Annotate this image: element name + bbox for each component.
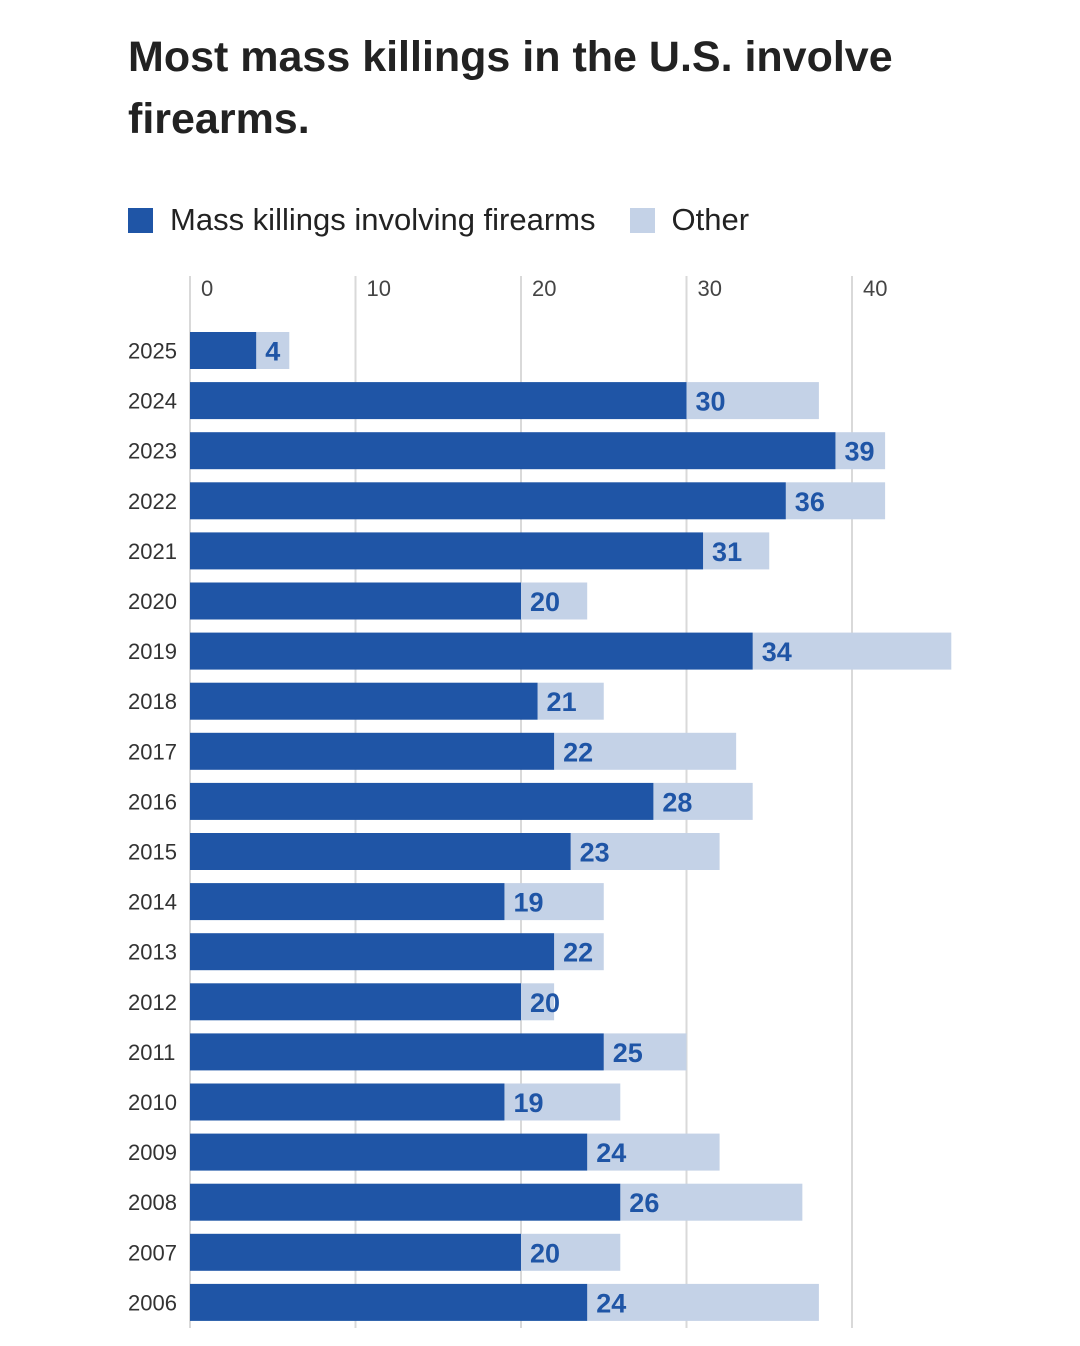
y-tick-label-2009: 2009 [128,1140,177,1165]
data-label-2022: 36 [795,487,825,517]
y-tick-label-2022: 2022 [128,489,177,514]
y-tick-label-2021: 2021 [128,539,177,564]
data-label-2006: 24 [596,1288,626,1318]
y-tick-label-2013: 2013 [128,940,177,965]
bar-other-2012 [521,983,555,1021]
data-label-2010: 19 [513,1088,543,1118]
bar-other-2020 [521,582,588,620]
y-tick-label-2011: 2011 [128,1040,175,1065]
legend-swatch-other [629,207,655,233]
bar-other-2013 [554,933,604,971]
y-tick-label-2006: 2006 [128,1290,177,1315]
bar-other-2010 [504,1083,621,1121]
data-label-2019: 34 [762,637,792,667]
data-label-2024: 30 [696,387,726,417]
y-tick-label-2007: 2007 [128,1240,177,1265]
bar-other-2022 [785,482,886,520]
y-tick-label-2008: 2008 [128,1190,177,1215]
y-tick-label-2017: 2017 [128,739,177,764]
y-tick-label-2016: 2016 [128,789,177,814]
bar-firearms-2023 [190,432,836,470]
bar-firearms-2006 [190,1283,588,1321]
bar-firearms-2022 [190,482,786,520]
legend-label-other: Other [671,202,750,237]
y-tick-label-2025: 2025 [128,339,177,364]
bar-firearms-2011 [190,1033,604,1071]
legend-item-firearms: Mass killings involving firearms [128,202,596,238]
x-tick-label-30: 30 [698,276,722,301]
bar-other-2018 [537,682,604,720]
x-tick-label-0: 0 [201,276,213,301]
bar-other-2008 [620,1183,803,1221]
bar-firearms-2016 [190,782,654,820]
data-label-2012: 20 [530,988,560,1018]
legend-swatch-firearms [128,207,153,233]
bar-firearms-2017 [190,732,555,770]
data-label-2023: 39 [844,437,874,467]
bar-other-2019 [752,632,952,670]
bar-other-2024 [686,382,819,420]
bar-firearms-2009 [190,1133,588,1171]
bar-firearms-2014 [190,883,505,921]
legend: Mass killings involving firearms Other [128,198,783,242]
bar-other-2011 [603,1033,687,1071]
data-label-2008: 26 [629,1188,659,1218]
y-tick-label-2018: 2018 [128,689,177,714]
bar-firearms-2012 [190,983,521,1021]
data-label-2013: 22 [563,938,593,968]
data-label-2017: 22 [563,737,593,767]
y-tick-label-2023: 2023 [128,439,177,464]
bar-firearms-2019 [190,632,753,670]
y-tick-label-2020: 2020 [128,589,177,614]
data-label-2007: 20 [530,1238,560,1268]
bar-firearms-2010 [190,1083,505,1121]
bar-other-2009 [587,1133,720,1171]
bar-firearms-2020 [190,582,521,620]
bar-other-2014 [504,883,604,921]
data-label-2021: 31 [712,537,742,567]
bar-firearms-2025 [190,332,257,369]
bar-other-2007 [521,1233,621,1271]
bar-firearms-2007 [190,1233,521,1271]
bar-other-2025 [256,332,290,369]
bar-firearms-2013 [190,933,555,971]
bar-other-2015 [570,833,720,870]
y-tick-label-2014: 2014 [128,890,177,915]
y-tick-label-2024: 2024 [128,389,177,414]
bar-firearms-2015 [190,833,571,870]
legend-item-other: Other [629,202,750,238]
bar-other-2021 [703,532,770,570]
bar-firearms-2024 [190,382,687,420]
data-label-2025: 4 [265,337,280,367]
bar-other-2016 [653,782,753,820]
data-label-2020: 20 [530,587,560,617]
bar-firearms-2008 [190,1183,621,1221]
y-tick-label-2015: 2015 [128,840,177,865]
bar-other-2006 [587,1283,819,1321]
data-label-2018: 21 [547,687,577,717]
y-tick-label-2010: 2010 [128,1090,177,1115]
y-tick-label-2012: 2012 [128,990,177,1015]
x-tick-label-40: 40 [863,276,887,301]
bar-other-2023 [835,432,886,470]
x-tick-label-20: 20 [532,276,556,301]
x-tick-label-10: 10 [367,276,391,301]
data-label-2016: 28 [662,787,692,817]
chart-title: Most mass killings in the U.S. involve f… [128,33,893,143]
y-tick-label-2019: 2019 [128,639,177,664]
data-label-2011: 25 [613,1038,643,1068]
data-label-2015: 23 [580,838,610,868]
bar-firearms-2021 [190,532,704,570]
bar-other-2017 [554,732,737,770]
legend-label-firearms: Mass killings involving firearms [170,202,596,237]
data-label-2014: 19 [513,888,543,918]
bar-firearms-2018 [190,682,538,720]
data-label-2009: 24 [596,1138,626,1168]
